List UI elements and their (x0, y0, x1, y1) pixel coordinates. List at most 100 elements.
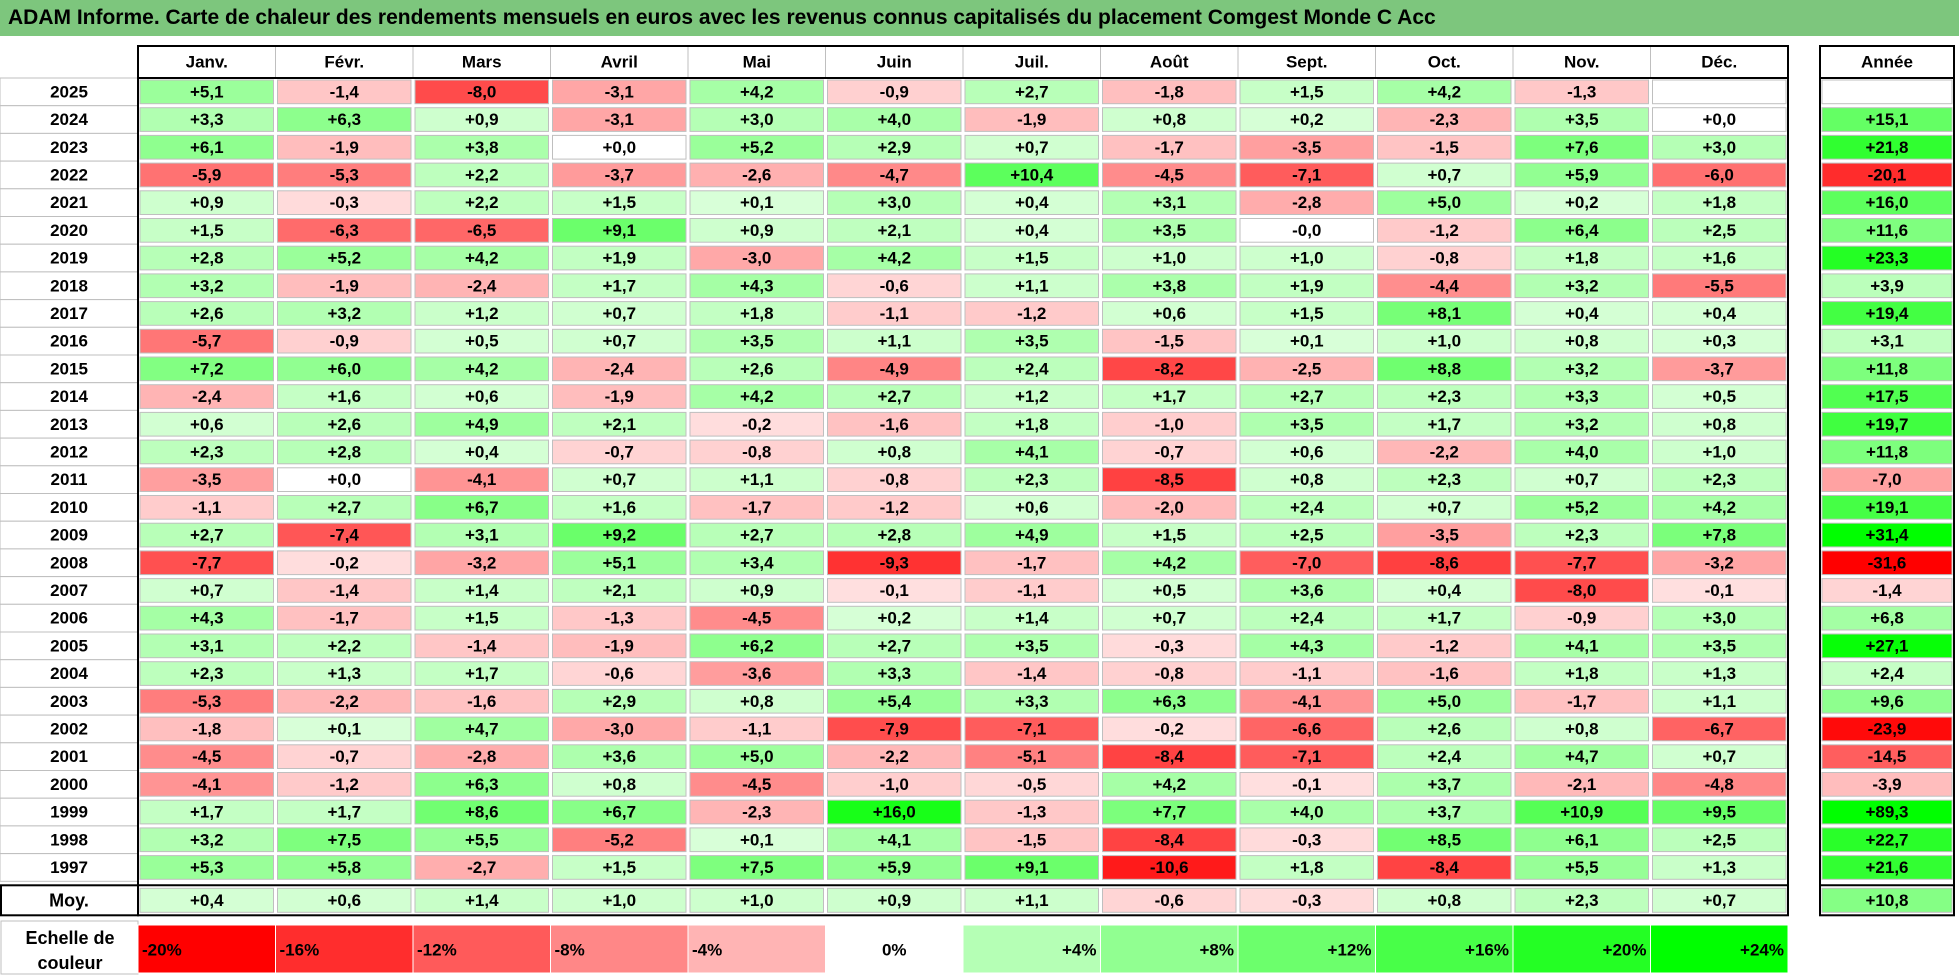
heatmap-value: +1,4 (465, 581, 499, 600)
heatmap-cell (552, 218, 687, 243)
annual-value: +11,6 (1866, 221, 1908, 240)
heatmap-value: -3,7 (1705, 359, 1734, 378)
heatmap-cell (414, 190, 549, 216)
scale-swatch (1375, 924, 1514, 974)
annual-value: -23,9 (1868, 719, 1907, 738)
heatmap-cell (552, 799, 687, 825)
heatmap-value: +4,0 (1290, 803, 1324, 822)
heatmap-cell (964, 605, 1099, 631)
heatmap-value: -5,3 (330, 165, 359, 184)
heatmap-value: -0,2 (1155, 719, 1184, 738)
heatmap-value: -8,0 (1567, 581, 1596, 600)
year-label-cell (0, 714, 139, 744)
heatmap-value: +0,2 (1565, 193, 1599, 212)
heatmap-value: -1,6 (880, 415, 909, 434)
heatmap-cell (689, 356, 824, 382)
heatmap-cell (1239, 328, 1374, 354)
average-cell (964, 887, 1099, 913)
heatmap-cell (1102, 855, 1237, 880)
heatmap-cell (689, 218, 824, 243)
heatmap-value: +2,1 (602, 415, 636, 434)
heatmap-cell (139, 633, 274, 659)
heatmap-value: +3,3 (1565, 387, 1599, 406)
scale-label: -20% (142, 941, 182, 960)
average-cell (1102, 887, 1237, 913)
heatmap-cell (1239, 688, 1374, 714)
heatmap-value: -0,0 (1292, 221, 1321, 240)
heatmap-value: -4,5 (1155, 165, 1184, 184)
annual-value: -20,1 (1868, 165, 1907, 184)
heatmap-cell (414, 495, 549, 520)
scale-label: 0% (882, 941, 907, 960)
heatmap-cell (1514, 578, 1649, 603)
heatmap-cell (414, 162, 549, 188)
heatmap-value: +2,4 (1290, 609, 1324, 628)
heatmap-value: -1,3 (1567, 82, 1596, 101)
heatmap-value: -1,7 (1017, 553, 1046, 572)
heatmap-cell (414, 799, 549, 825)
heatmap-value: +0,7 (1427, 498, 1461, 517)
heatmap-value: +1,7 (1427, 415, 1461, 434)
heatmap-cell (552, 522, 687, 548)
heatmap-value: +6,7 (602, 803, 636, 822)
annual-value: -14,5 (1868, 747, 1907, 766)
heatmap-cell (277, 661, 412, 686)
heatmap-cell (689, 633, 824, 659)
heatmap-value: +4,2 (1152, 553, 1186, 572)
heatmap-value: -3,2 (1705, 553, 1734, 572)
heatmap-value: +10,4 (1010, 165, 1054, 184)
heatmap-cell (1102, 633, 1237, 659)
heatmap-value: +0,4 (1427, 581, 1461, 600)
heatmap-value: +3,5 (1015, 636, 1049, 655)
month-header-label: Août (1150, 53, 1189, 72)
heatmap-value: +5,9 (1565, 165, 1599, 184)
heatmap-cell (1102, 162, 1237, 188)
heatmap-cell (964, 107, 1099, 132)
heatmap-cell (1102, 661, 1237, 686)
heatmap-value: -3,5 (1292, 138, 1321, 157)
annual-cell (1821, 439, 1953, 465)
heatmap-cell (1102, 107, 1237, 132)
heatmap-value: +3,5 (1290, 415, 1324, 434)
annual-cell (1821, 301, 1953, 326)
heatmap-value: +1,6 (1702, 249, 1736, 268)
heatmap-value: +1,7 (1152, 387, 1186, 406)
heatmap-cell (964, 134, 1099, 160)
heatmap-cell (277, 799, 412, 825)
heatmap-cell (277, 245, 412, 271)
heatmap-value: -8,4 (1430, 858, 1460, 877)
heatmap-value: +0,9 (465, 110, 499, 129)
heatmap-cell (139, 495, 274, 520)
annual-value: +19,4 (1865, 304, 1909, 323)
heatmap-cell (964, 799, 1099, 825)
heatmap-cell (827, 688, 962, 714)
heatmap-cell (1239, 245, 1374, 271)
heatmap-cell (827, 356, 962, 382)
heatmap-value: +4,7 (1565, 747, 1599, 766)
heatmap-cell (1377, 522, 1512, 548)
heatmap-cell (1652, 245, 1787, 271)
heatmap-value: -3,5 (192, 470, 221, 489)
heatmap-cell (1239, 107, 1374, 132)
heatmap-cell (139, 439, 274, 465)
scale-swatch (1237, 924, 1376, 974)
heatmap-cell (689, 827, 824, 853)
heatmap-cell (414, 467, 549, 492)
heatmap-value: +6,0 (327, 359, 361, 378)
heatmap-value: +7,5 (740, 858, 774, 877)
heatmap-value: -4,8 (1705, 775, 1734, 794)
heatmap-cell (1652, 301, 1787, 326)
heatmap-value: -0,7 (605, 442, 634, 461)
heatmap-value: +7,7 (1152, 803, 1186, 822)
heatmap-value: +1,5 (602, 193, 636, 212)
heatmap-value: +3,0 (740, 110, 774, 129)
heatmap-cell (1102, 79, 1237, 105)
heatmap-value: +8,6 (465, 803, 499, 822)
heatmap-cell (964, 356, 1099, 382)
heatmap-cell (139, 799, 274, 825)
heatmap-cell (139, 411, 274, 437)
heatmap-value: +2,7 (1015, 82, 1049, 101)
heatmap-value: +0,7 (602, 470, 636, 489)
annual-value: +19,7 (1865, 415, 1908, 434)
year-label: 2004 (50, 664, 88, 683)
